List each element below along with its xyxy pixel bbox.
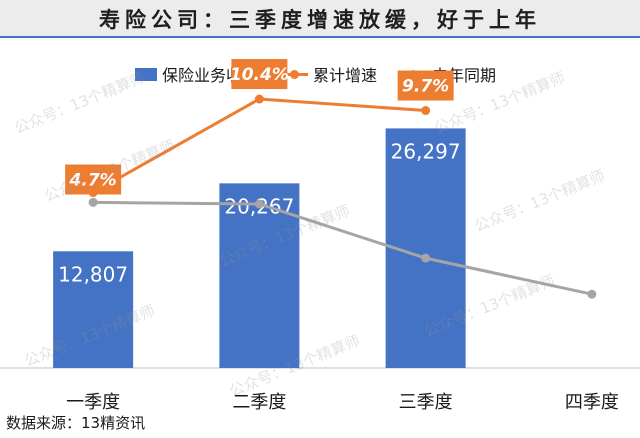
bar-income: [53, 251, 134, 368]
growth-label-box: [397, 70, 454, 101]
bar-data-label: 26,297: [391, 139, 461, 163]
legend-swatch-growth: [280, 67, 309, 81]
legend-swatch-income: [135, 67, 157, 81]
point-growth: [254, 94, 264, 104]
growth-data-label: 4.7%: [69, 171, 117, 191]
title-underline: [0, 36, 640, 38]
x-tick-label: 二季度: [232, 392, 286, 413]
point-last-year: [587, 289, 597, 299]
line-last-year: [93, 200, 593, 296]
point-last-year: [421, 253, 431, 263]
bar-data-label: 12,807: [58, 262, 128, 286]
growth-label-box: [231, 59, 288, 90]
point-last-year: [254, 199, 264, 209]
growth-data-label: 10.4%: [230, 65, 289, 85]
legend-item-growth: 累计增速: [280, 62, 377, 86]
growth-label-box: [65, 164, 122, 195]
title-bar: 寿险公司：三季度增速放缓，好于上年: [0, 0, 640, 36]
legend-label-growth: 累计增速: [313, 66, 378, 85]
x-tick-label: 四季度: [565, 392, 619, 413]
point-last-year: [88, 197, 98, 207]
growth-data-label: 9.7%: [402, 77, 449, 97]
source-note: 数据来源：13精资讯: [6, 414, 146, 432]
line-growth: [92, 97, 426, 194]
x-tick-label: 一季度: [66, 392, 120, 413]
x-tick-label: 三季度: [399, 392, 453, 413]
point-growth: [421, 106, 431, 116]
chart-title: 寿险公司：三季度增速放缓，好于上年: [99, 8, 541, 32]
